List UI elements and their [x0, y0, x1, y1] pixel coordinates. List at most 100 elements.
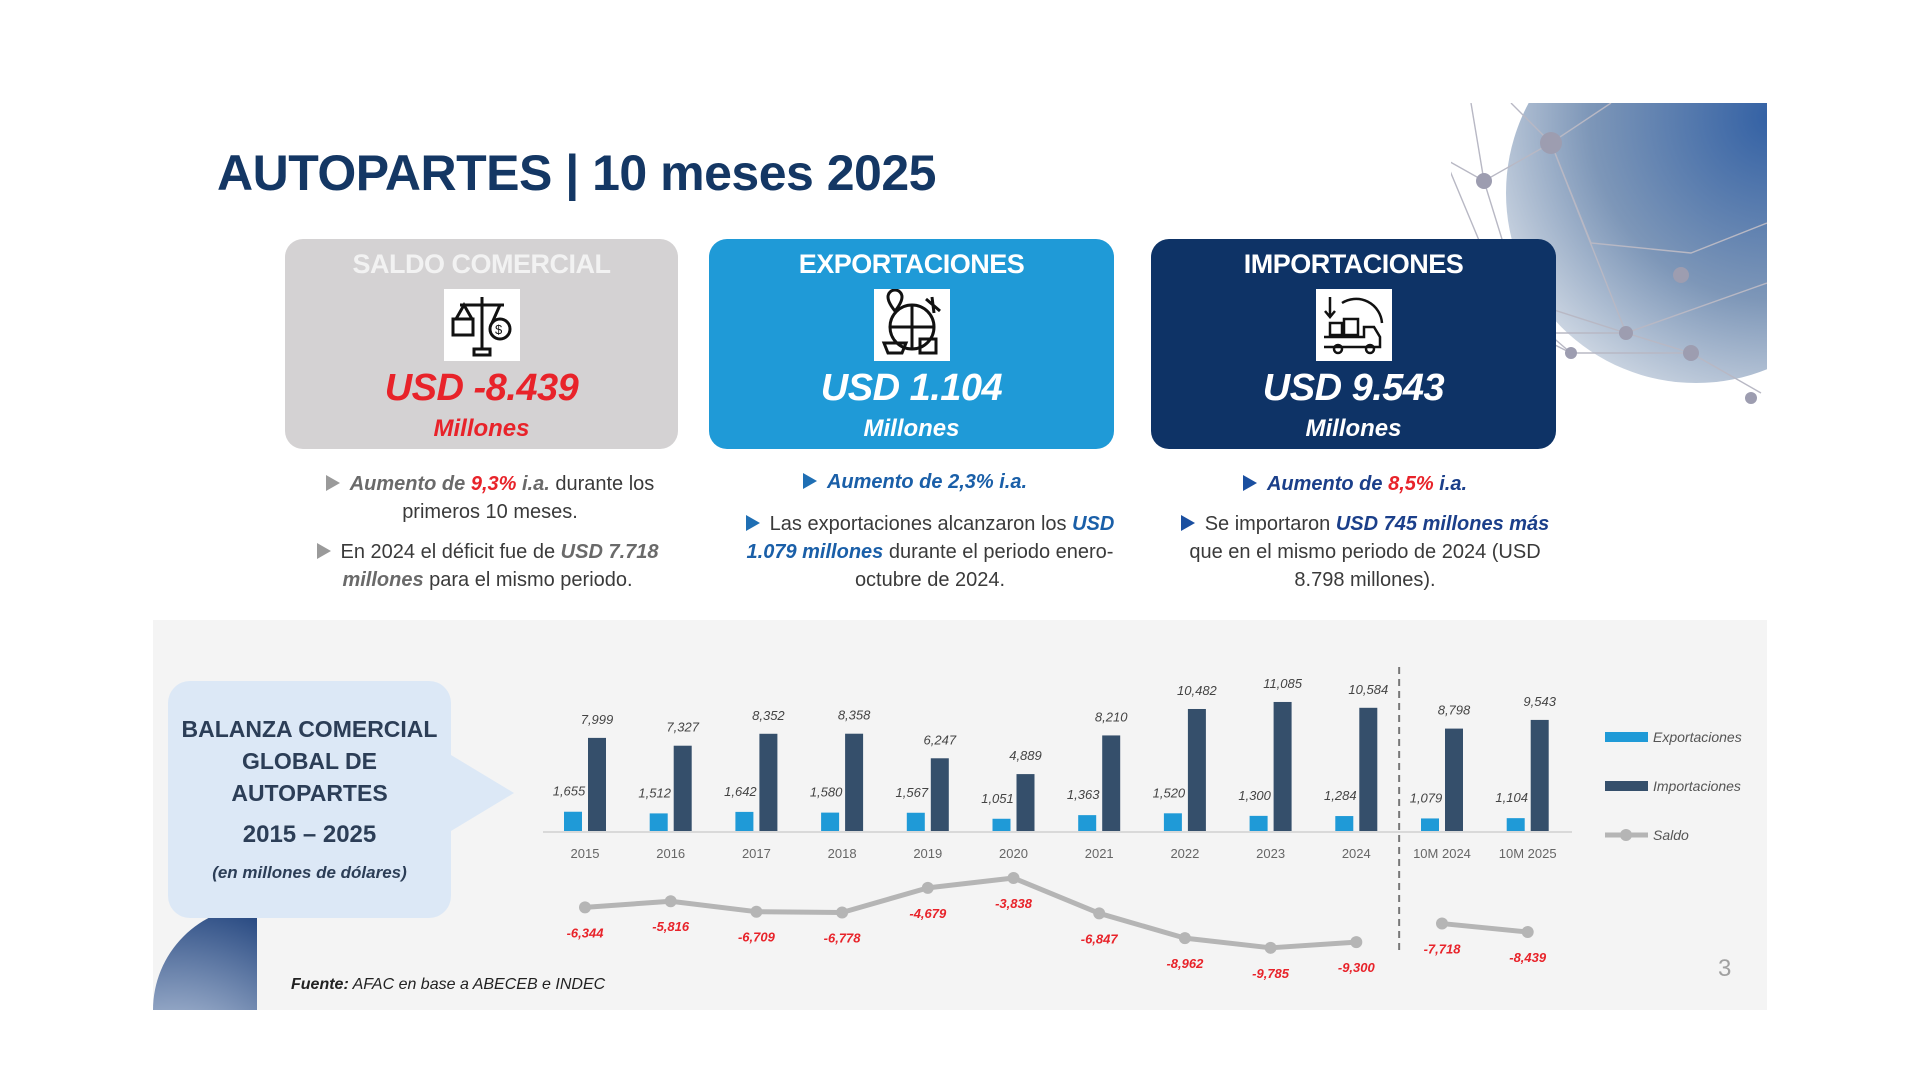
label-importaciones-10M 2024: 8,798 [1438, 703, 1471, 718]
x-tick-label-2015: 2015 [571, 846, 600, 861]
bar-exportaciones-2019 [906, 812, 925, 831]
saldo-comercial-card: SALDO COMERCIAL $ USD -8.439 Millones [285, 239, 678, 449]
card-title: EXPORTACIONES [798, 249, 1025, 279]
bullet-text: En 2024 el déficit fue de [340, 541, 561, 563]
bar-importaciones-2021 [1102, 735, 1121, 831]
bullet-triangle-icon [802, 473, 817, 489]
x-tick-label-2020: 2020 [999, 846, 1028, 861]
chart-box-title: BALANZA COMERCIAL GLOBAL DE AUTOPARTES [181, 716, 438, 806]
card-title: SALDO COMERCIAL [352, 249, 612, 279]
saldo-point-2019 [921, 881, 934, 894]
label-saldo-2023: -9,785 [1252, 966, 1290, 981]
label-saldo-2021: -6,847 [1081, 931, 1119, 946]
label-exportaciones-10M 2024: 1,079 [1410, 790, 1443, 805]
label-importaciones-2015: 7,999 [581, 712, 614, 727]
bar-importaciones-10M 2025 [1530, 719, 1549, 831]
source-label: Fuente: [291, 976, 349, 993]
label-saldo-10M 2025: -8,439 [1509, 950, 1547, 965]
x-tick-label-2022: 2022 [1170, 846, 1199, 861]
bar-importaciones-2016 [673, 745, 692, 831]
label-importaciones-10M 2025: 9,543 [1523, 694, 1556, 709]
x-tick-label-2021: 2021 [1085, 846, 1114, 861]
bullet-text: que en el mismo periodo de 2024 (USD 8.7… [1189, 541, 1541, 591]
importaciones-unit: Millones [1305, 415, 1402, 442]
label-importaciones-2018: 8,358 [838, 708, 871, 723]
label-saldo-2022: -8,962 [1166, 956, 1204, 971]
bar-importaciones-2020 [1016, 774, 1035, 831]
page-title: AUTOPARTES | 10 meses 2025 [217, 145, 936, 201]
bullet-triangle-icon [325, 475, 340, 491]
importaciones-bullet-1: Aumento de 8,5% i.a. [1160, 470, 1550, 498]
label-exportaciones-2024: 1,284 [1324, 788, 1357, 803]
exportaciones-bullet-1: Aumento de 2,3% i.a. [720, 468, 1110, 496]
saldo-point-2015 [579, 901, 591, 914]
chart-box-subtitle: (en millones de dólares) [212, 863, 407, 882]
bar-importaciones-10M 2024 [1445, 728, 1463, 831]
bar-exportaciones-10M 2024 [1421, 818, 1439, 831]
import-truck-icon [1315, 289, 1392, 361]
bar-exportaciones-2018 [821, 812, 840, 831]
svg-text:$: $ [495, 322, 503, 337]
bullet-text: Se importaron [1204, 513, 1336, 535]
bullet-triangle-icon [316, 543, 331, 559]
bar-exportaciones-2016 [649, 813, 668, 831]
x-tick-label-2017: 2017 [742, 846, 771, 861]
bullet-triangle-icon [1242, 475, 1257, 491]
bar-importaciones-2018 [845, 733, 864, 831]
arrow-right-icon [451, 755, 514, 831]
label-saldo-2024: -9,300 [1338, 960, 1376, 975]
label-saldo-2017: -6,709 [738, 930, 776, 945]
legend-swatch-exportaciones [1605, 732, 1648, 742]
bar-exportaciones-2021 [1078, 815, 1097, 831]
bar-importaciones-2015 [588, 737, 606, 831]
exportaciones-bullet-2: Las exportaciones alcanzaron los USD 1.0… [740, 510, 1120, 594]
bullet-highlight: Aumento de 2,3% i.a. [826, 471, 1028, 493]
bullet-text: Aumento de [1266, 473, 1389, 495]
bar-exportaciones-2020 [992, 818, 1011, 831]
bar-exportaciones-2015 [564, 811, 582, 831]
label-saldo-2016: -5,816 [652, 919, 690, 934]
saldo-point-2023 [1264, 941, 1277, 954]
bar-importaciones-2023 [1273, 701, 1292, 831]
bullet-text: i.a. [516, 473, 550, 495]
x-tick-label-10M 2025: 10M 2025 [1499, 846, 1557, 861]
exportaciones-value: USD 1.104 [820, 367, 1003, 409]
saldo-point-2024 [1350, 936, 1363, 949]
label-importaciones-2017: 8,352 [752, 708, 785, 723]
global-export-icon [873, 288, 950, 361]
label-importaciones-2019: 6,247 [924, 732, 957, 747]
label-exportaciones-2020: 1,051 [981, 791, 1014, 806]
bullet-highlight: USD 7.718 millones [342, 541, 659, 591]
bar-importaciones-2024 [1359, 707, 1378, 831]
importaciones-value: USD 9.543 [1262, 367, 1445, 409]
label-importaciones-2023: 11,085 [1263, 676, 1303, 691]
bullet-text: durante los primeros 10 meses. [402, 473, 655, 523]
legend-swatch-importaciones [1605, 781, 1648, 791]
label-exportaciones-2019: 1,567 [896, 785, 929, 800]
legend-label-saldo: Saldo [1653, 827, 1689, 843]
saldo-line-annual [584, 875, 1357, 951]
chart-box-years: 2015 – 2025 [242, 821, 377, 848]
label-exportaciones-2016: 1,512 [638, 785, 671, 800]
bar-exportaciones-2023 [1249, 815, 1268, 831]
label-saldo-2015: -6,344 [567, 925, 605, 940]
label-exportaciones-2023: 1,300 [1238, 788, 1271, 803]
saldo-point-2021 [1093, 907, 1106, 920]
bullet-highlight: USD 1.079 millones [746, 513, 1115, 563]
source-text: AFAC en base a ABECEB e INDEC [348, 976, 606, 993]
saldo-point-10M 2024 [1436, 917, 1448, 930]
saldo-bullet-2: En 2024 el déficit fue de USD 7.718 mill… [295, 538, 680, 594]
label-saldo-2018: -6,778 [824, 931, 862, 946]
bar-importaciones-2022 [1187, 708, 1206, 831]
bullet-highlight: 9,3% [470, 473, 517, 495]
x-tick-label-10M 2024: 10M 2024 [1413, 846, 1471, 861]
label-exportaciones-2015: 1,655 [553, 784, 586, 799]
bullet-text: i.a. [1433, 473, 1468, 495]
bullet-text: Las exportaciones alcanzaron los [769, 513, 1073, 535]
label-importaciones-2024: 10,584 [1348, 682, 1388, 697]
label-exportaciones-2017: 1,642 [724, 784, 757, 799]
bullet-text: durante el periodo enero-octubre de 2024… [854, 541, 1114, 591]
corner-sphere-decoration [153, 906, 257, 1010]
bullet-text: para el mismo periodo. [423, 569, 633, 591]
exportaciones-unit: Millones [863, 415, 960, 442]
